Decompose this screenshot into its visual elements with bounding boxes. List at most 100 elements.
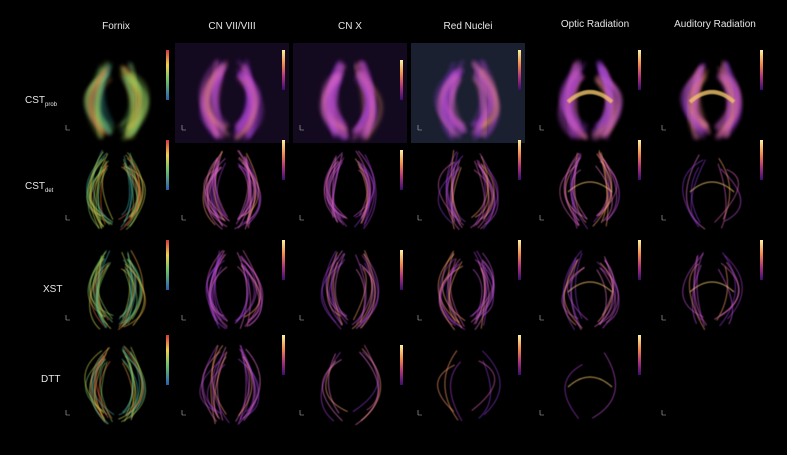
- row-label: DTT: [41, 374, 60, 385]
- color-bar: [518, 140, 521, 180]
- fiber: [98, 361, 111, 418]
- fiber: [121, 155, 131, 216]
- fiber: [567, 376, 613, 388]
- column-header: Fornix: [102, 21, 130, 32]
- tract-image: [417, 140, 521, 230]
- fiber: [117, 250, 144, 331]
- fiber: [207, 169, 220, 218]
- fiber: [591, 61, 611, 141]
- fiber: [332, 155, 339, 223]
- fiber: [237, 71, 259, 141]
- fiber: [235, 64, 253, 133]
- fiber: [100, 361, 108, 416]
- fiber: [234, 263, 248, 324]
- fiber: [691, 264, 702, 324]
- fiber: [334, 253, 349, 321]
- fiber: [236, 64, 256, 139]
- row-label: CSTdet: [25, 181, 54, 194]
- fiber: [86, 152, 108, 217]
- fiber: [575, 252, 583, 320]
- fiber: [689, 281, 735, 293]
- fiber: [126, 152, 143, 227]
- fiber: [331, 254, 348, 324]
- fiber: [328, 162, 344, 219]
- fiber: [592, 352, 616, 419]
- fiber: [118, 155, 140, 220]
- fiber: [211, 345, 227, 415]
- fiber: [437, 168, 460, 224]
- fiber: [482, 163, 499, 223]
- fiber: [446, 160, 460, 230]
- orientation-glyph: [299, 410, 304, 416]
- fiber: [353, 150, 375, 217]
- orientation-glyph: [661, 125, 666, 131]
- fiber: [95, 250, 111, 328]
- fiber: [696, 252, 705, 327]
- fiber: [363, 344, 380, 411]
- color-bar: [166, 335, 169, 385]
- fiber: [450, 361, 463, 422]
- fiber: [214, 154, 226, 217]
- fiber: [91, 354, 115, 416]
- fiber: [599, 267, 619, 329]
- fiber: [88, 67, 109, 133]
- orientation-glyph: [65, 315, 70, 321]
- fiber: [234, 160, 261, 230]
- image-background: [175, 43, 289, 143]
- tract-image: [299, 150, 403, 230]
- fiber: [213, 161, 220, 217]
- fiber: [567, 281, 613, 293]
- row-label: CSTprob: [25, 95, 58, 108]
- orientation-glyph: [661, 410, 666, 416]
- fiber: [238, 164, 258, 216]
- fiber: [451, 167, 462, 230]
- fiber: [475, 69, 485, 137]
- fiber: [604, 258, 620, 324]
- row-label-text: CST: [25, 181, 45, 192]
- fiber: [124, 165, 140, 226]
- fiber: [208, 254, 226, 330]
- fiber: [326, 157, 347, 219]
- fiber: [717, 163, 727, 229]
- fiber: [202, 151, 223, 226]
- fiber: [719, 252, 736, 327]
- fiber: [238, 345, 247, 424]
- fiber: [330, 62, 346, 127]
- row-label-subscript: det: [45, 188, 54, 194]
- fiber: [87, 158, 114, 223]
- fiber: [724, 255, 743, 320]
- fiber: [123, 346, 144, 415]
- column-header: CN X: [338, 21, 362, 32]
- tract-image: [299, 344, 403, 426]
- fiber: [594, 256, 614, 328]
- orientation-glyph: [417, 410, 422, 416]
- column-header: Auditory Radiation: [674, 19, 756, 30]
- color-bar: [518, 240, 521, 280]
- color-bar: [166, 50, 169, 100]
- fiber: [242, 348, 261, 419]
- fiber: [470, 169, 493, 229]
- column-header: Optic Radiation: [561, 19, 629, 30]
- fiber: [91, 358, 108, 425]
- color-bar: [282, 240, 285, 280]
- orientation-glyph: [539, 410, 544, 416]
- fiber: [97, 168, 110, 226]
- fiber: [563, 258, 579, 326]
- fiber: [120, 266, 138, 324]
- fiber: [471, 360, 496, 411]
- fiber: [567, 77, 581, 138]
- fiber: [562, 250, 582, 331]
- fiber: [360, 348, 382, 422]
- tract-image: [181, 335, 285, 425]
- fiber: [470, 259, 495, 323]
- tract-image: [539, 50, 641, 141]
- fiber: [207, 363, 226, 415]
- fiber: [238, 158, 262, 225]
- color-bar: [400, 150, 403, 190]
- fiber: [243, 156, 252, 230]
- fiber: [125, 78, 146, 132]
- column-headers: Fornix CN VII/VIII CN X Red Nuclei Optic…: [102, 19, 756, 32]
- fiber: [353, 268, 367, 321]
- tract-image: [661, 140, 763, 230]
